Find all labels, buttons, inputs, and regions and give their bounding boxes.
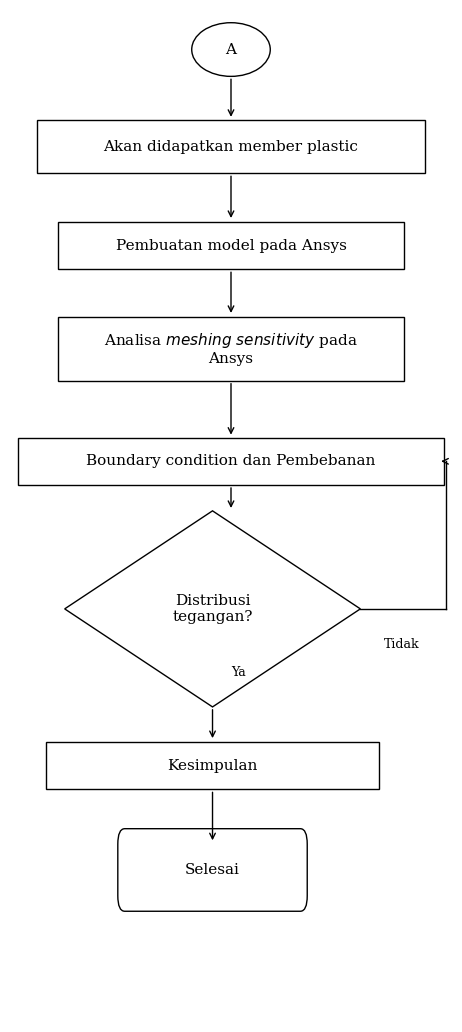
Text: Distribusi
tegangan?: Distribusi tegangan? — [172, 593, 253, 624]
Bar — [46, 742, 379, 789]
Polygon shape — [65, 511, 360, 707]
Bar — [37, 120, 425, 173]
Text: Pembuatan model pada Ansys: Pembuatan model pada Ansys — [116, 238, 346, 253]
Text: Ya: Ya — [231, 667, 246, 679]
Bar — [58, 222, 404, 269]
FancyBboxPatch shape — [118, 829, 307, 911]
Text: Analisa $\it{meshing\ sensitivity}$ pada
Ansys: Analisa $\it{meshing\ sensitivity}$ pada… — [104, 331, 358, 366]
Text: Selesai: Selesai — [185, 863, 240, 877]
Text: Tidak: Tidak — [383, 639, 419, 651]
Text: A: A — [225, 42, 237, 57]
Bar — [18, 438, 444, 485]
Text: Boundary condition dan Pembebanan: Boundary condition dan Pembebanan — [86, 454, 376, 469]
Ellipse shape — [192, 23, 270, 76]
Bar — [58, 317, 404, 381]
Text: Akan didapatkan member plastic: Akan didapatkan member plastic — [103, 139, 359, 154]
Text: Kesimpulan: Kesimpulan — [167, 759, 258, 773]
